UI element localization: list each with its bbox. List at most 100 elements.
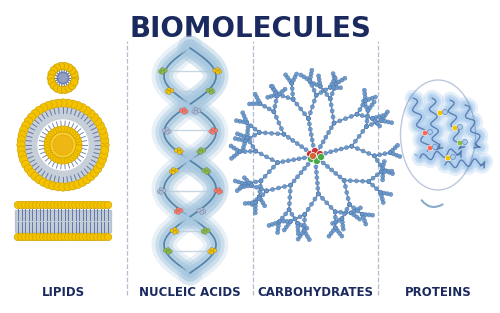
Circle shape: [246, 184, 250, 188]
Circle shape: [378, 190, 382, 194]
Circle shape: [168, 249, 172, 254]
Circle shape: [254, 211, 258, 215]
Circle shape: [313, 154, 317, 158]
Circle shape: [72, 152, 78, 159]
Circle shape: [255, 198, 259, 201]
Circle shape: [304, 148, 308, 152]
Circle shape: [314, 93, 318, 97]
Circle shape: [52, 127, 59, 134]
Circle shape: [242, 142, 246, 146]
Circle shape: [371, 176, 375, 180]
Circle shape: [236, 137, 240, 141]
Circle shape: [248, 181, 252, 185]
Circle shape: [340, 234, 344, 238]
Circle shape: [212, 249, 216, 253]
Circle shape: [159, 191, 163, 194]
Circle shape: [14, 233, 22, 241]
Circle shape: [332, 121, 336, 125]
Circle shape: [288, 219, 292, 223]
Circle shape: [314, 93, 318, 97]
Circle shape: [332, 85, 336, 90]
Circle shape: [166, 248, 170, 252]
Circle shape: [328, 85, 332, 89]
Circle shape: [244, 139, 248, 143]
Circle shape: [348, 203, 352, 207]
Circle shape: [281, 94, 285, 98]
Circle shape: [86, 109, 95, 118]
Circle shape: [79, 201, 86, 209]
Circle shape: [202, 168, 206, 172]
Circle shape: [242, 134, 246, 138]
Circle shape: [274, 99, 278, 103]
Circle shape: [184, 110, 188, 114]
Circle shape: [177, 151, 181, 155]
Circle shape: [104, 233, 112, 241]
Circle shape: [316, 192, 320, 196]
Circle shape: [308, 75, 312, 79]
Circle shape: [396, 143, 400, 147]
Circle shape: [97, 233, 104, 241]
Circle shape: [306, 116, 310, 121]
Circle shape: [302, 228, 306, 233]
Circle shape: [306, 162, 310, 166]
Circle shape: [290, 81, 294, 85]
Circle shape: [367, 213, 371, 217]
Circle shape: [68, 233, 76, 241]
Circle shape: [44, 139, 51, 145]
Text: CARBOHYDRATES: CARBOHYDRATES: [257, 286, 373, 299]
Circle shape: [160, 68, 164, 71]
Circle shape: [242, 176, 246, 180]
Circle shape: [334, 220, 338, 224]
Circle shape: [366, 108, 370, 112]
Circle shape: [62, 62, 69, 70]
Circle shape: [179, 150, 183, 153]
Circle shape: [94, 233, 101, 241]
Circle shape: [252, 200, 256, 204]
Circle shape: [167, 90, 171, 95]
Circle shape: [28, 201, 36, 209]
Circle shape: [48, 131, 54, 137]
Circle shape: [211, 127, 215, 131]
Circle shape: [316, 151, 324, 157]
Circle shape: [313, 154, 317, 158]
Circle shape: [56, 157, 62, 164]
Circle shape: [378, 163, 382, 167]
Circle shape: [69, 100, 78, 108]
Circle shape: [370, 96, 374, 100]
Circle shape: [177, 147, 181, 151]
Circle shape: [364, 213, 368, 217]
Circle shape: [254, 204, 258, 208]
Circle shape: [65, 64, 73, 71]
Circle shape: [361, 149, 365, 153]
Circle shape: [68, 201, 76, 209]
Circle shape: [364, 99, 368, 103]
Circle shape: [258, 101, 262, 105]
Circle shape: [71, 74, 79, 82]
Circle shape: [274, 221, 278, 225]
Circle shape: [100, 151, 108, 159]
Circle shape: [270, 187, 274, 192]
Circle shape: [32, 201, 40, 209]
Circle shape: [59, 99, 67, 107]
Circle shape: [199, 151, 203, 155]
Circle shape: [17, 141, 25, 149]
Circle shape: [288, 195, 292, 199]
Circle shape: [380, 178, 384, 182]
Circle shape: [302, 225, 306, 228]
Circle shape: [48, 78, 56, 86]
Circle shape: [70, 70, 78, 78]
Circle shape: [281, 160, 285, 164]
Circle shape: [171, 167, 175, 172]
Circle shape: [308, 111, 312, 115]
Circle shape: [258, 195, 262, 199]
Circle shape: [272, 110, 276, 114]
Circle shape: [355, 112, 359, 116]
Circle shape: [378, 153, 382, 157]
Circle shape: [340, 78, 344, 82]
Circle shape: [176, 208, 180, 212]
Circle shape: [312, 147, 318, 155]
Circle shape: [367, 179, 371, 183]
Circle shape: [328, 150, 332, 154]
Circle shape: [64, 126, 70, 133]
Circle shape: [316, 74, 320, 78]
